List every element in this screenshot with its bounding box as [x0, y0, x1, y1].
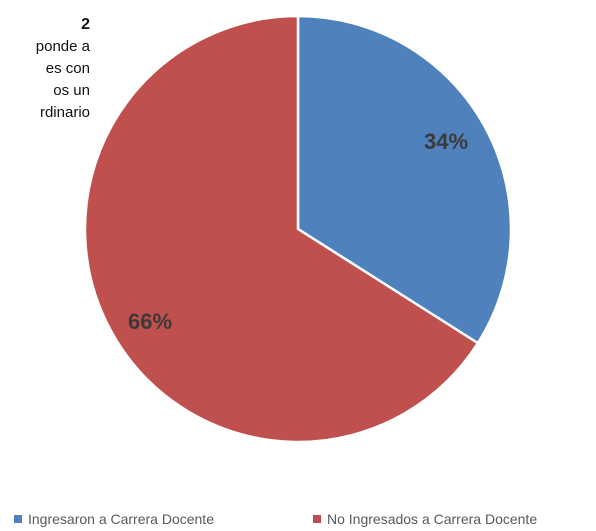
legend-swatch [313, 515, 321, 523]
legend-item-ingresaron: Ingresaron a Carrera Docente [14, 511, 214, 527]
chart-legend: Ingresaron a Carrera Docente No Ingresad… [0, 511, 596, 531]
pie-chart: 34% 66% [83, 14, 513, 444]
side-text-line: os un [53, 82, 90, 99]
legend-item-no-ingresados: No Ingresados a Carrera Docente [313, 511, 537, 527]
side-text-line: ponde a [35, 38, 90, 55]
slice-data-label: 34% [424, 129, 468, 154]
side-text-line: rdinario [39, 104, 90, 121]
side-text-block: 2 ponde a es con os un rdinario [0, 14, 90, 124]
legend-label: No Ingresados a Carrera Docente [327, 511, 538, 527]
side-text-line: es con [45, 60, 90, 77]
slice-data-label: 66% [128, 309, 172, 334]
pie-slice [83, 14, 480, 444]
legend-swatch [14, 515, 22, 523]
side-text-heading: 2 [81, 16, 90, 33]
legend-label: Ingresaron a Carrera Docente [28, 511, 214, 527]
